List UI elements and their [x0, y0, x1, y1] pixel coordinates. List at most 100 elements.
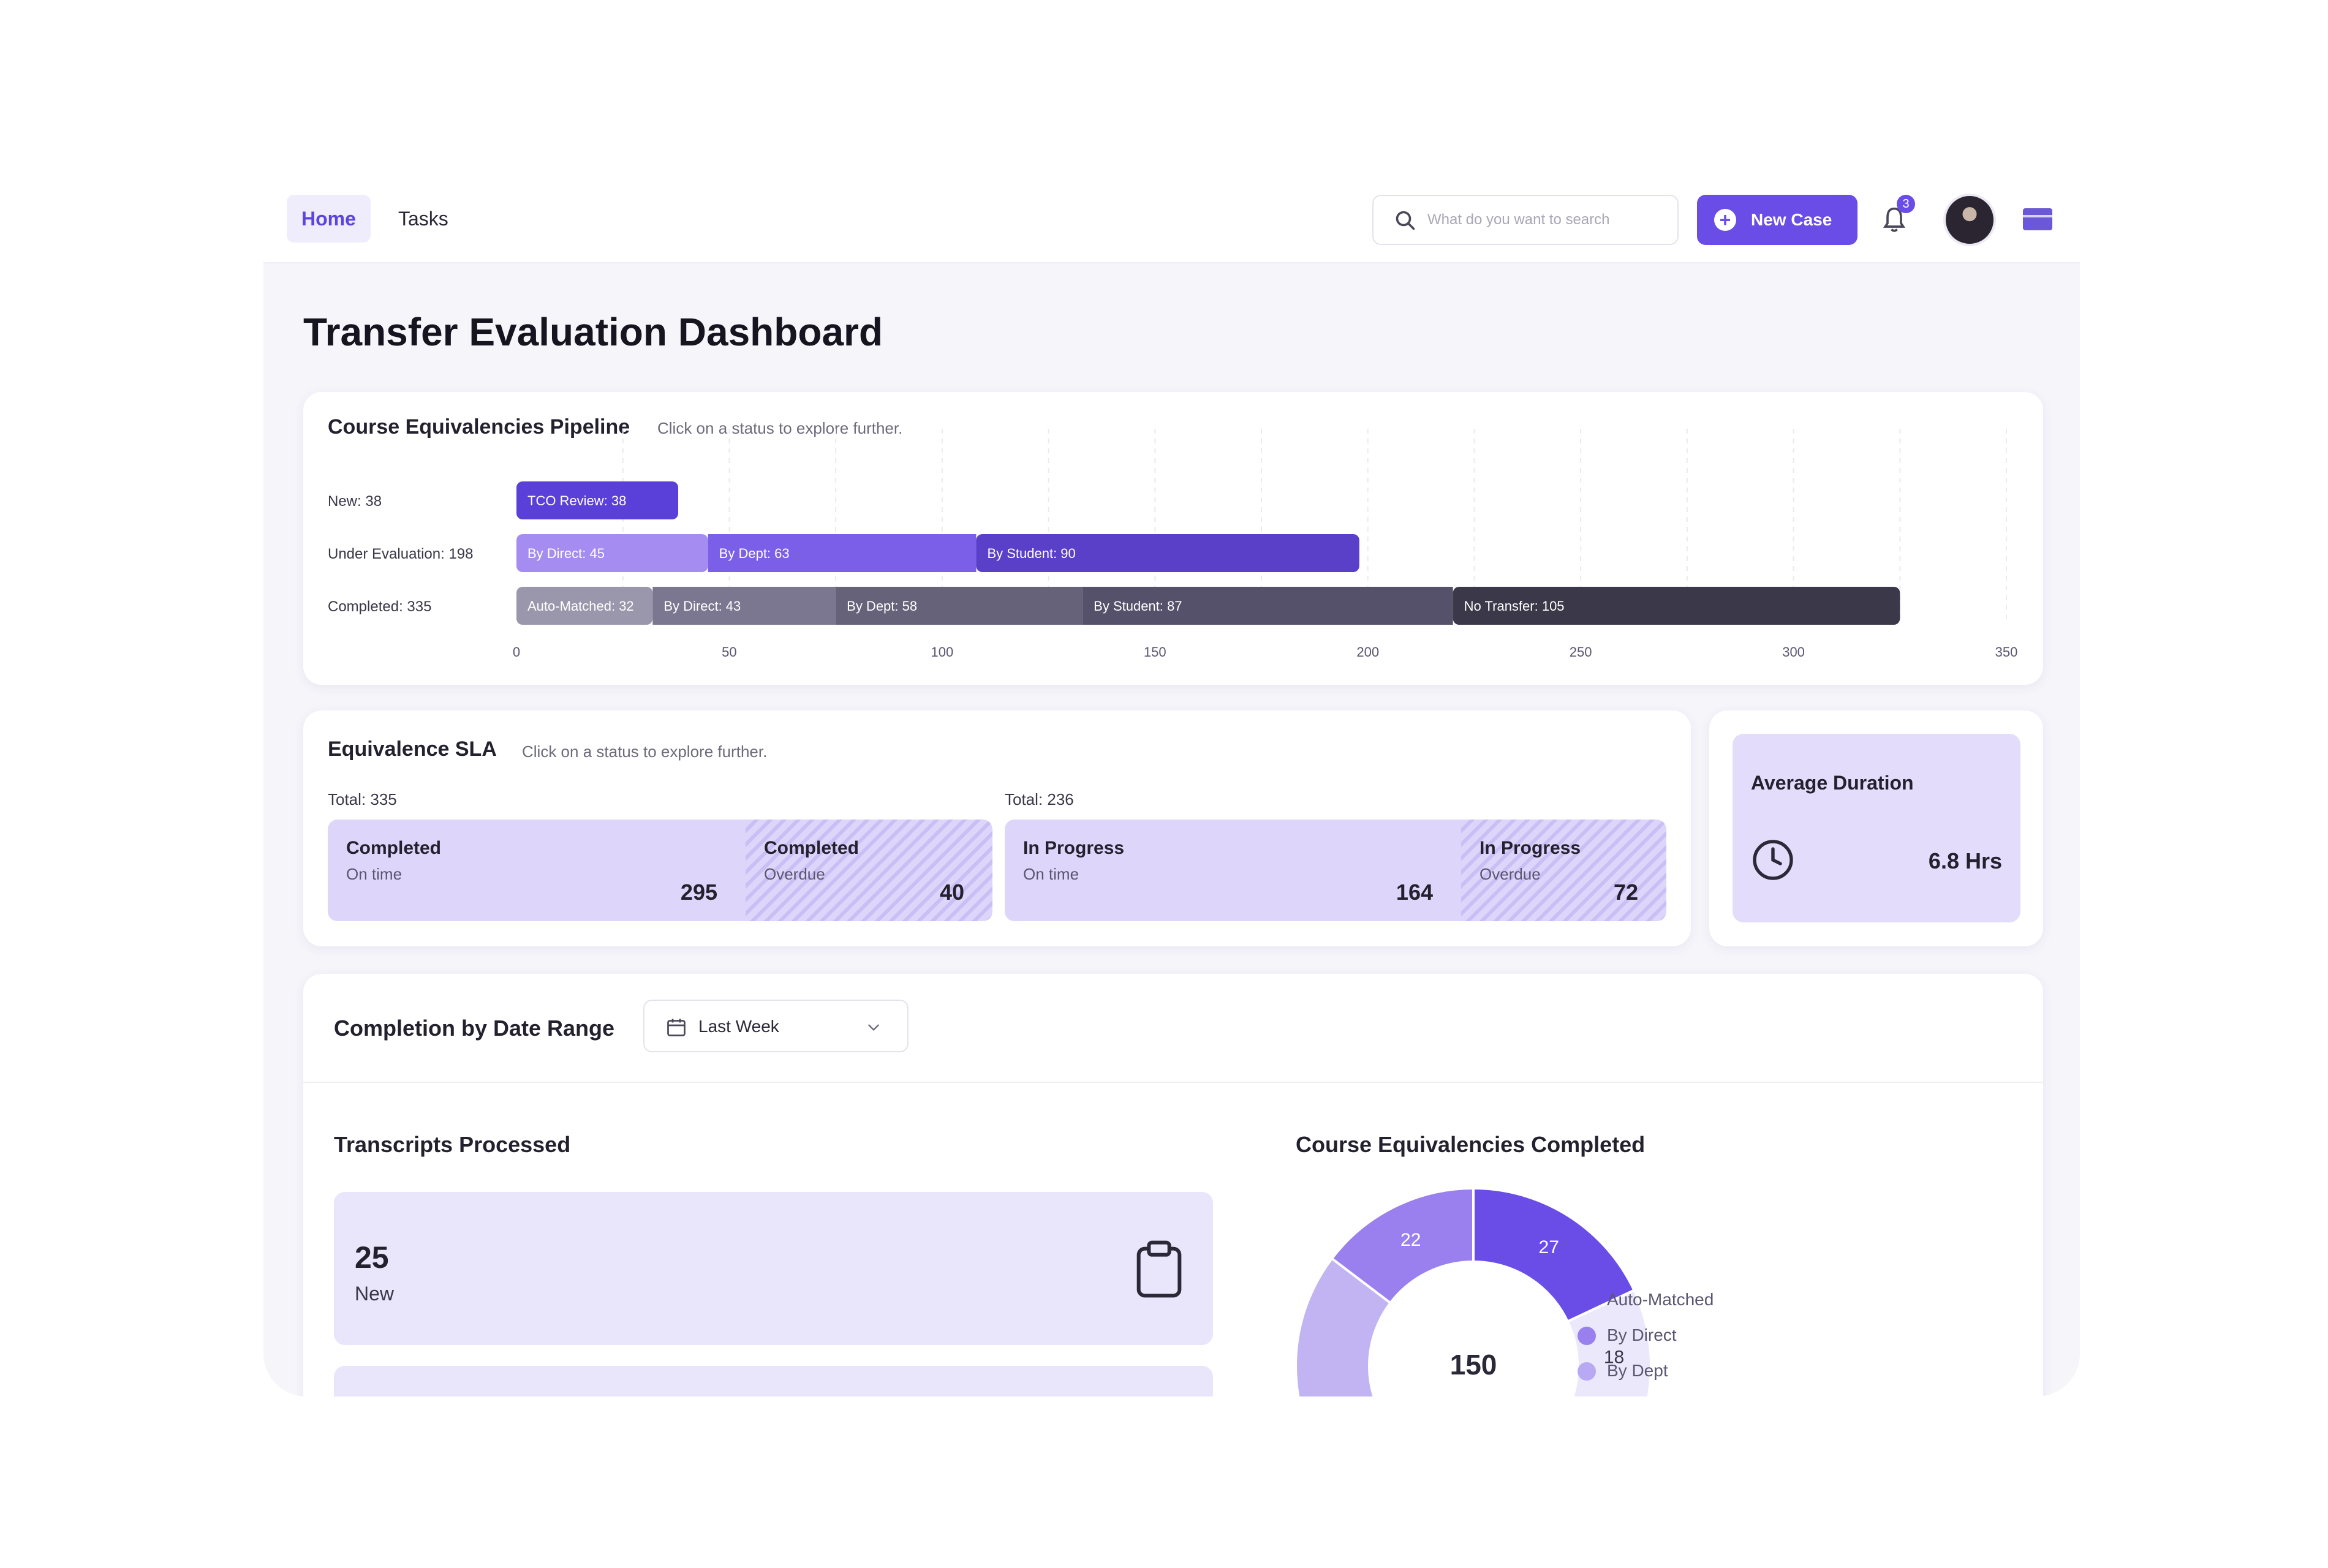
pipeline-bar-segment[interactable] [516, 587, 653, 625]
pipeline-subtitle: Click on a status to explore further. [657, 419, 903, 437]
x-tick-label: 350 [1995, 644, 2018, 660]
clock-icon [1753, 840, 1793, 880]
legend-label: Auto-Matched [1607, 1290, 1714, 1309]
pipeline-chart: New: 38 TCO Review: 38 Under Evaluation: 1… [328, 429, 2018, 660]
pipeline-segment-label: By Dept: 63 [719, 546, 790, 561]
pipeline-segment-label: By Direct: 45 [527, 546, 605, 561]
pipeline-segment-label: By Student: 87 [1094, 598, 1182, 614]
sla-in-progress-ontime[interactable]: In Progress On time 164 [1005, 820, 1461, 921]
pipeline-bar-segment[interactable] [708, 534, 977, 572]
donut-slice-value: 18 [1604, 1348, 1624, 1368]
date-range-select[interactable]: Last Week [643, 1000, 909, 1052]
x-tick-label: 100 [931, 644, 953, 660]
chevron-down-icon [868, 1024, 879, 1031]
sla-segment-title: In Progress [1023, 838, 1125, 858]
pipeline-bar-segment[interactable] [1453, 587, 1900, 625]
pipeline-bar-segment[interactable] [976, 534, 1359, 572]
donut-slice[interactable] [1330, 1186, 1475, 1305]
course-equivalencies-title: Course Equivalencies Completed [1296, 1132, 1646, 1157]
sla-segment-value: 295 [680, 880, 717, 905]
average-duration-title: Average Duration [1751, 772, 1914, 794]
x-tick-label: 150 [1144, 644, 1166, 660]
sla-segment-title: In Progress [1480, 838, 1581, 858]
new-case-label: New Case [1751, 210, 1832, 229]
sla-segment-status: On time [1023, 865, 1079, 883]
completion-card: Completion by Date Range Last Week Trans… [303, 974, 2043, 1396]
avatar[interactable] [1943, 194, 1996, 246]
top-bar: Home Tasks + New Case 3 [263, 184, 2080, 263]
sla-completed-overdue[interactable]: Completed Overdue 40 [746, 820, 992, 921]
sla-segment-title: Completed [764, 838, 860, 858]
sla-group-completed: Completed On time 295 Completed Overdue … [328, 820, 992, 921]
sla-completed-ontime[interactable]: Completed On time 295 [328, 820, 746, 921]
sla-segment-status: On time [346, 865, 402, 883]
completion-label: Completion by Date Range [334, 1016, 615, 1041]
sla-segment-status: Overdue [1480, 865, 1541, 883]
sla-segment-value: 72 [1613, 880, 1638, 905]
search-icon [1396, 211, 1415, 230]
plus-icon: + [1714, 209, 1736, 231]
transcripts-new-count: 25 [355, 1240, 389, 1275]
pipeline-row-label: Completed: 335 [328, 598, 431, 615]
sla-title: Equivalence SLA [328, 737, 497, 761]
legend-dot [1578, 1327, 1596, 1345]
donut-slice-value: 27 [1539, 1237, 1559, 1257]
page-title: Transfer Evaluation Dashboard [303, 310, 883, 354]
donut-slice[interactable] [1294, 1256, 1525, 1396]
sla-group-in-progress: In Progress On time 164 In Progress Over… [1005, 820, 1666, 921]
sla-subtitle: Click on a status to explore further. [522, 742, 768, 761]
transcripts-title: Transcripts Processed [334, 1132, 571, 1157]
sla-segment-status: Overdue [764, 865, 825, 883]
calendar-icon [667, 1019, 686, 1036]
notification-badge: 3 [1897, 195, 1915, 213]
sla-segment-value: 40 [939, 880, 964, 905]
search-box[interactable] [1372, 195, 1679, 245]
sla-total-in-progress: Total: 236 [1005, 790, 1074, 809]
transcripts-new-label: New [355, 1283, 395, 1305]
pipeline-segment-label: By Dept: 58 [847, 598, 917, 614]
pipeline-segment-label: By Direct: 43 [663, 598, 741, 614]
date-range-value: Last Week [698, 1017, 779, 1036]
clipboard-icon [1136, 1240, 1182, 1298]
nav-tab-tasks[interactable]: Tasks [398, 208, 448, 230]
divider [303, 1082, 2043, 1083]
average-duration-card: Average Duration 6.8 Hrs [1709, 710, 2043, 946]
pipeline-bar-segment[interactable] [1083, 587, 1453, 625]
x-tick-label: 0 [513, 644, 520, 660]
app-window: Home Tasks + New Case 3 Transfer Evaluat… [263, 184, 2080, 1396]
search-input[interactable] [1427, 196, 1669, 244]
sla-in-progress-overdue[interactable]: In Progress Overdue 72 [1461, 820, 1666, 921]
legend-dot [1578, 1362, 1596, 1381]
donut-slice-value: 22 [1400, 1230, 1421, 1250]
nav-tab-home[interactable]: Home [287, 195, 371, 243]
pipeline-segment-label: By Student: 90 [987, 546, 1075, 561]
pipeline-title: Course Equivalencies Pipeline [328, 415, 630, 439]
pipeline-segment-label: Auto-Matched: 32 [527, 598, 634, 614]
sla-segment-title: Completed [346, 838, 442, 858]
average-duration-panel[interactable]: Average Duration 6.8 Hrs [1733, 734, 2020, 922]
pipeline-bar-segment[interactable] [516, 481, 679, 519]
pipeline-segment-label: TCO Review: 38 [527, 493, 626, 508]
new-case-button[interactable]: + New Case [1697, 195, 1857, 245]
donut-slice[interactable] [1472, 1186, 1636, 1324]
x-tick-label: 200 [1356, 644, 1379, 660]
sla-card: Equivalence SLA Click on a status to exp… [303, 710, 1691, 946]
pipeline-bar-segment[interactable] [836, 587, 1083, 625]
pipeline-row-label: New: 38 [328, 493, 382, 510]
pipeline-bar-segment[interactable] [652, 587, 836, 625]
average-duration-value: 6.8 Hrs [1928, 848, 2002, 873]
x-tick-label: 300 [1782, 644, 1805, 660]
pipeline-bar-segment[interactable] [516, 534, 708, 572]
language-flag-icon[interactable] [2023, 208, 2052, 230]
x-tick-label: 250 [1570, 644, 1592, 660]
transcripts-next-card[interactable] [334, 1366, 1213, 1396]
sla-segment-value: 164 [1396, 880, 1433, 905]
transcripts-new-card[interactable]: 25 New [334, 1192, 1213, 1345]
pipeline-segment-label: No Transfer: 105 [1464, 598, 1565, 614]
legend-dot [1578, 1291, 1596, 1310]
pipeline-card: Course Equivalencies Pipeline Click on a… [303, 392, 2043, 685]
sla-total-completed: Total: 335 [328, 790, 397, 809]
legend-label: By Dept [1607, 1361, 1668, 1380]
donut-center-value: 150 [1450, 1349, 1497, 1381]
